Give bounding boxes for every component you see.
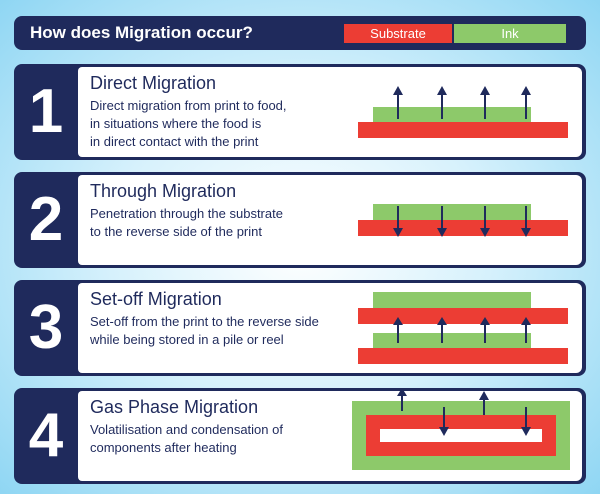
step-number: 2 xyxy=(28,185,64,254)
down-arrow xyxy=(439,407,449,436)
up-arrow xyxy=(479,391,489,415)
header-bar: How does Migration occur? Substrate Ink xyxy=(14,16,586,50)
step-description: Penetration through the substrate to the… xyxy=(90,205,310,241)
description-line: Penetration through the substrate xyxy=(90,206,283,221)
ink-layer-bottom xyxy=(373,333,531,348)
up-arrow xyxy=(521,86,531,119)
step-description: Volatilisation and condensation of compo… xyxy=(90,421,310,457)
up-arrow xyxy=(393,317,403,343)
step-description: Direct migration from print to food, in … xyxy=(90,97,310,151)
description-line: Direct migration from print to food, xyxy=(90,98,287,113)
substrate-layer-top xyxy=(358,308,568,324)
ink-layer-top xyxy=(373,292,531,308)
ink-layer xyxy=(373,204,531,220)
step-number: 4 xyxy=(28,401,64,470)
description-line: to the reverse side of the print xyxy=(90,224,262,239)
up-arrow xyxy=(393,86,403,119)
down-arrow xyxy=(437,206,447,237)
step-title: Gas Phase Migration xyxy=(90,397,259,417)
step-card-2: 2 Through Migration Penetration through … xyxy=(14,172,586,268)
down-arrow xyxy=(521,407,531,436)
set-off-migration-diagram xyxy=(358,292,568,364)
up-arrow xyxy=(480,317,490,343)
description-line: components after heating xyxy=(90,440,237,455)
step-card-3: 3 Set-off Migration Set-off from the pri… xyxy=(14,280,586,376)
down-arrow xyxy=(480,206,490,237)
substrate-layer xyxy=(358,220,568,236)
legend-ink: Ink xyxy=(454,24,566,43)
description-line: in situations where the food is xyxy=(90,116,262,131)
step-title: Direct Migration xyxy=(90,73,217,93)
step-panel: Direct Migration Direct migration from p… xyxy=(78,67,582,157)
step-panel: Set-off Migration Set-off from the print… xyxy=(78,283,582,373)
up-arrow xyxy=(521,317,531,343)
step-description: Set-off from the print to the reverse si… xyxy=(90,313,319,349)
step-title: Through Migration xyxy=(90,181,237,201)
down-arrow xyxy=(521,206,531,237)
step-number: 3 xyxy=(28,293,64,362)
direct-migration-diagram xyxy=(358,86,568,138)
substrate-layer-bottom xyxy=(358,348,568,364)
inner-cavity xyxy=(380,429,542,442)
step-card-4: 4 Gas Phase Migration Volatilisation and… xyxy=(14,388,586,484)
step-card-1: 1 Direct Migration Direct migration from… xyxy=(14,64,586,160)
page-title: How does Migration occur? xyxy=(30,23,253,42)
down-arrow xyxy=(393,206,403,237)
ink-layer xyxy=(373,107,531,122)
description-line: while being stored in a pile or reel xyxy=(90,332,284,347)
gas-phase-migration-diagram xyxy=(352,391,570,470)
up-arrow xyxy=(480,86,490,119)
step-number: 1 xyxy=(28,77,64,146)
step-panel: Gas Phase Migration Volatilisation and c… xyxy=(78,391,582,481)
step-title: Set-off Migration xyxy=(90,289,222,309)
through-migration-diagram xyxy=(358,204,568,237)
description-line: Set-off from the print to the reverse si… xyxy=(90,314,319,329)
legend-substrate: Substrate xyxy=(344,24,452,43)
up-arrow xyxy=(397,391,407,411)
description-line: Volatilisation and condensation of xyxy=(90,422,283,437)
substrate-layer xyxy=(358,122,568,138)
up-arrow xyxy=(437,317,447,343)
step-panel: Through Migration Penetration through th… xyxy=(78,175,582,265)
description-line: in direct contact with the print xyxy=(90,134,259,149)
up-arrow xyxy=(437,86,447,119)
